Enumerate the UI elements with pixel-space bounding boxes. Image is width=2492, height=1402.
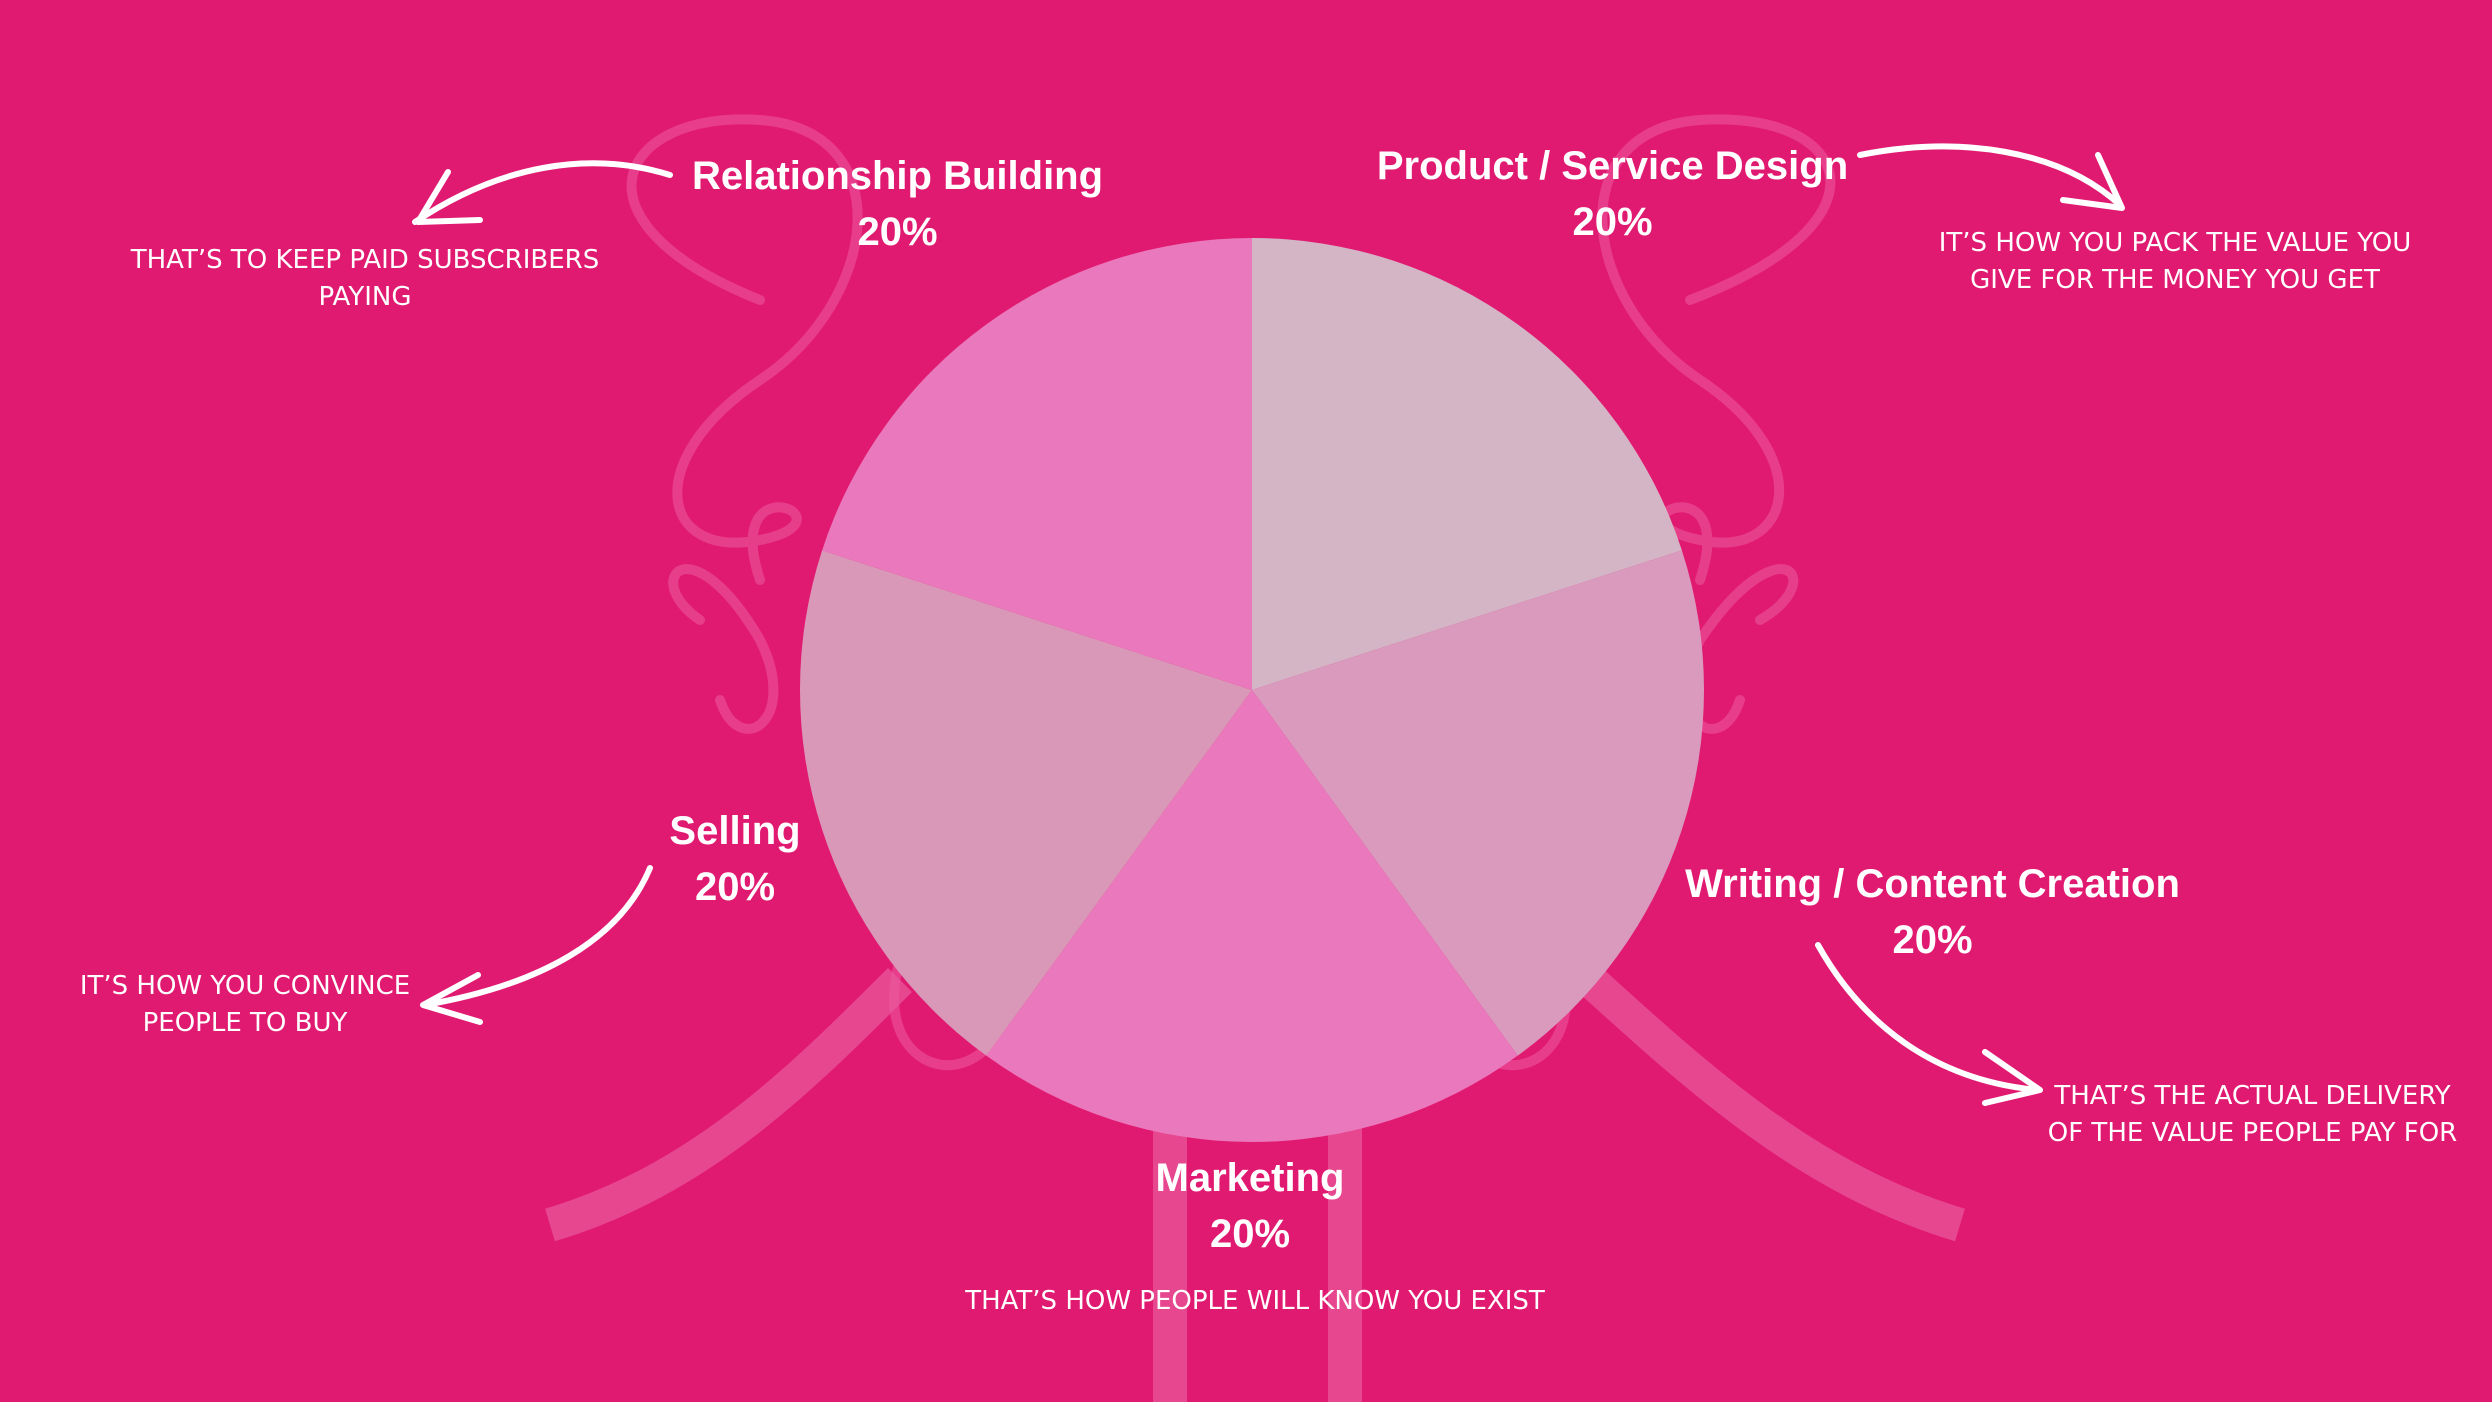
pie-slice-writing-content-creation (1252, 550, 1704, 1056)
label-selling: Selling 20% (635, 803, 835, 915)
pie-slice-relationship-building (822, 238, 1252, 690)
ribbon-right (1578, 967, 1965, 1242)
arrow-product-service-design (1857, 143, 2125, 211)
swirl-left (626, 114, 863, 585)
pie-slice-marketing (986, 690, 1518, 1143)
arrow-writing-content-creation (1815, 942, 2043, 1106)
value-label: 20% (1209, 1212, 1291, 1256)
annotation-product-service-design: IT’S HOW YOU PACK THE VALUE YOU GIVE FOR… (1938, 228, 2412, 295)
loop-right (1681, 564, 1799, 734)
value-label: 20% (1572, 200, 1653, 244)
arrow-relationship-building (412, 160, 673, 225)
annotation-writing-content-creation: THAT’S THE ACTUAL DELIVERY OF THE VALUE … (2047, 1081, 2458, 1148)
category-label: Relationship Building (691, 154, 1104, 198)
annotation-marketing: THAT’S HOW PEOPLE WILL KNOW YOU EXIST (965, 1286, 1545, 1316)
label-marketing: Marketing 20% (1100, 1150, 1400, 1262)
label-relationship-building: Relationship Building 20% (690, 148, 1105, 260)
category-label: Selling (669, 809, 801, 853)
ribbon-left (545, 967, 913, 1242)
annotation-selling: IT’S HOW YOU CONVINCE PEOPLE TO BUY (79, 971, 411, 1038)
category-label: Writing / Content Creation (1685, 862, 2180, 906)
label-product-service-design: Product / Service Design 20% (1365, 138, 1860, 250)
annotation-relationship-building: THAT’S TO KEEP PAID SUBSCRIBERS PAYING (130, 245, 600, 312)
category-label: Marketing (1155, 1156, 1345, 1200)
arrow-selling (420, 865, 653, 1025)
value-label: 20% (857, 210, 938, 254)
category-label: Product / Service Design (1376, 144, 1849, 188)
pie-slice-product-service-design (1252, 238, 1682, 690)
pie-slice-selling (800, 550, 1252, 1056)
value-label: 20% (1892, 918, 1973, 962)
loop-left (668, 564, 779, 734)
label-writing-content-creation: Writing / Content Creation 20% (1670, 856, 2195, 968)
value-label: 20% (694, 865, 776, 909)
